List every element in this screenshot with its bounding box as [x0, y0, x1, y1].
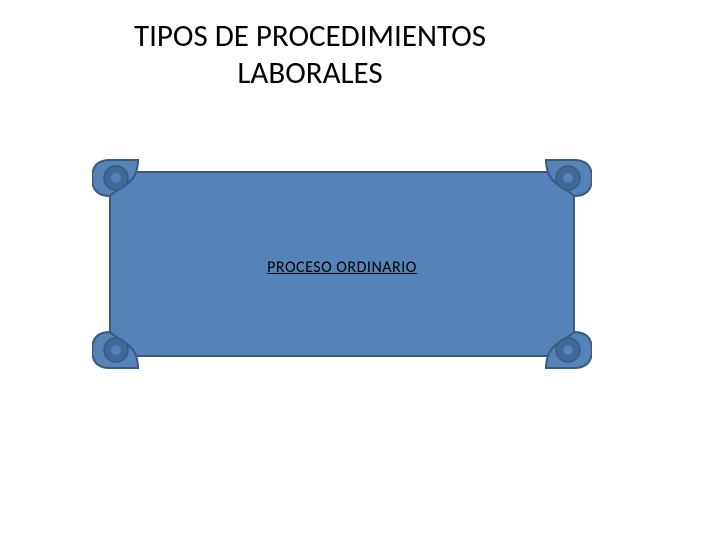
- slide-title: TIPOS DE PROCEDIMIENTOS LABORALES: [100, 18, 520, 92]
- scroll-label: PROCESO ORDINARIO: [92, 258, 592, 277]
- scroll-shape: PROCESO ORDINARIO: [92, 156, 592, 372]
